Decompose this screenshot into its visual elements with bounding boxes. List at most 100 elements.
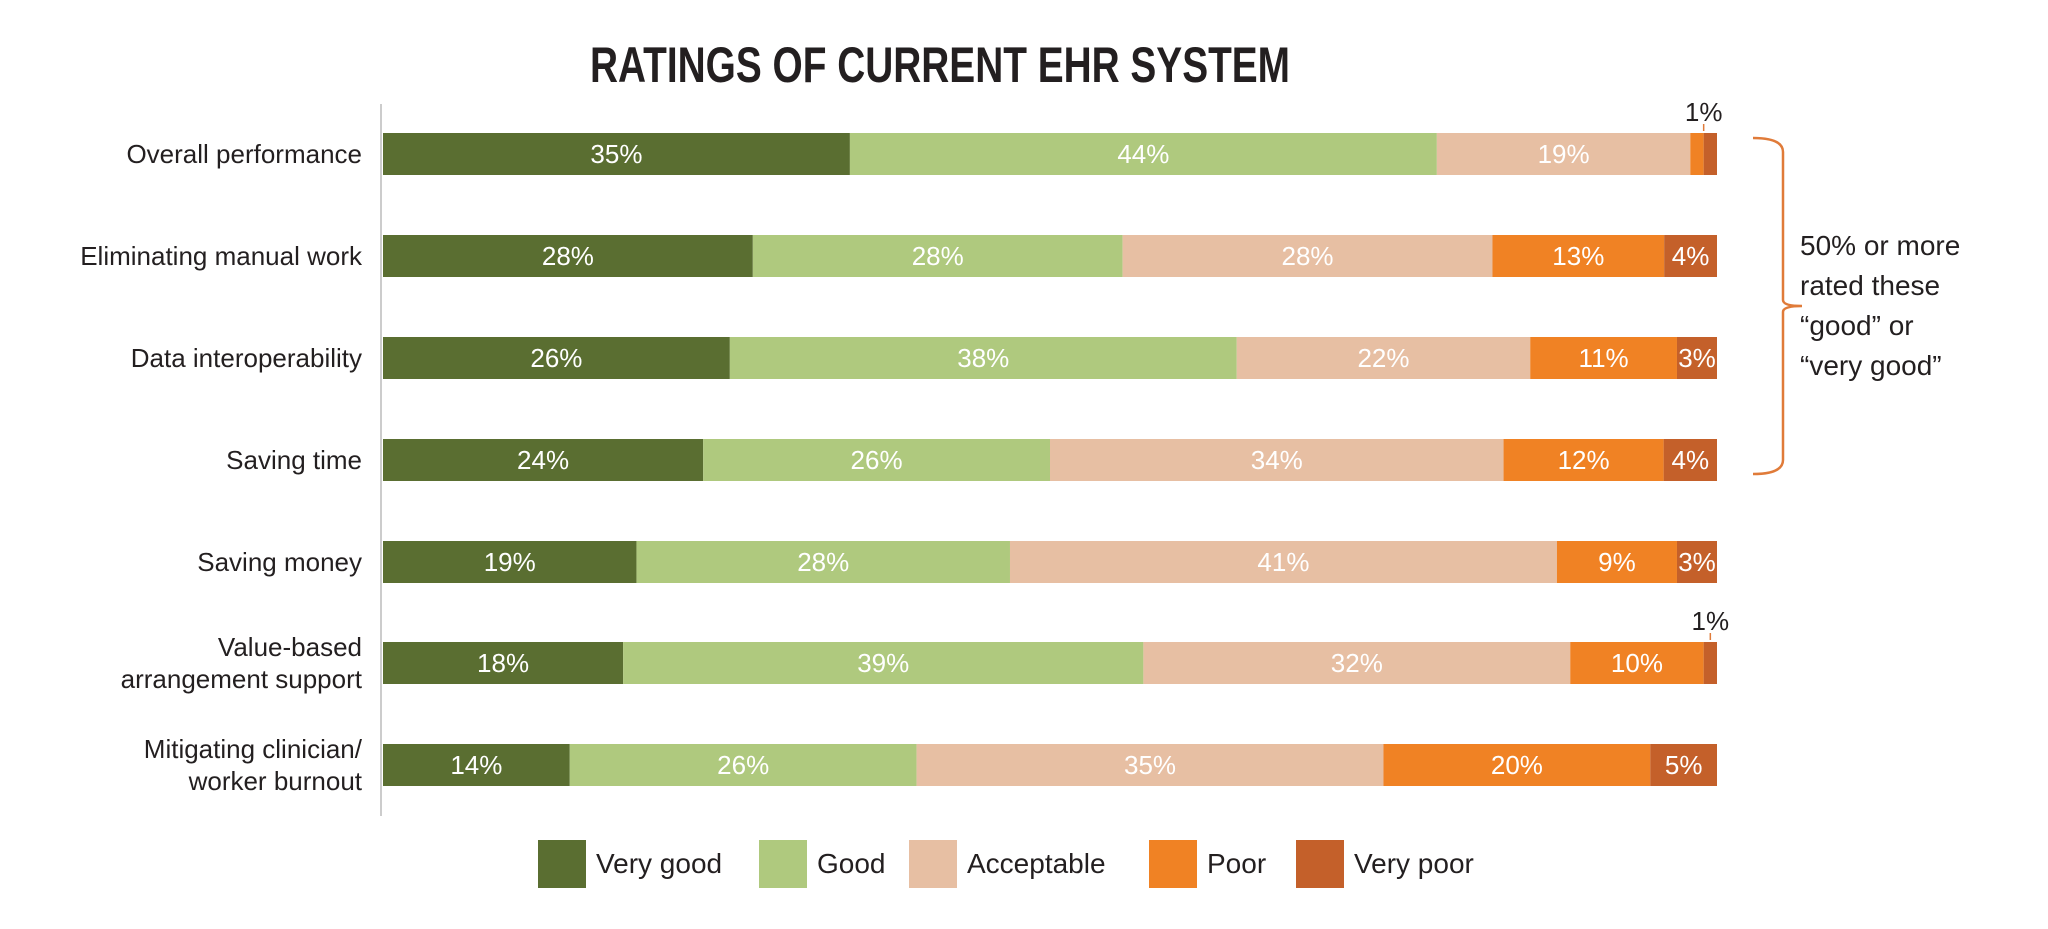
bar-segment-very-poor (1650, 744, 1717, 786)
bar-segment-very-good (383, 439, 704, 481)
category-label-line: Saving time (226, 445, 362, 475)
category-label-line: Overall performance (126, 139, 362, 169)
legend-swatch (759, 840, 807, 888)
data-label: 38% (957, 343, 1009, 373)
data-label: 19% (484, 547, 536, 577)
category-label: Data interoperability (131, 343, 362, 373)
bar-segment-very-good (383, 744, 570, 786)
bar-segment-acceptable (1143, 642, 1571, 684)
data-label: 34% (1251, 445, 1303, 475)
legend: Very good Good Acceptable Poor Very poor (538, 840, 1474, 888)
category-label: Eliminating manual work (80, 241, 363, 271)
data-label: 24% (517, 445, 569, 475)
bar-segment-very-poor (1663, 439, 1717, 481)
bar-segment-good (729, 337, 1237, 379)
legend-item: Good (759, 840, 886, 888)
data-label: 18% (477, 648, 529, 678)
curly-bracket-icon (1752, 136, 1803, 476)
bar-segment-acceptable (1436, 133, 1691, 175)
data-label-external: 1% (1685, 97, 1723, 127)
legend-item: Poor (1149, 840, 1266, 888)
data-label: 44% (1117, 139, 1169, 169)
category-label: Overall performance (126, 139, 362, 169)
data-label: 12% (1558, 445, 1610, 475)
legend-label: Very poor (1354, 848, 1474, 879)
bar-segment-good (569, 744, 917, 786)
bar-segment-acceptable (1050, 439, 1504, 481)
bar-segment-very-good (383, 133, 850, 175)
bar-segment-good (703, 439, 1050, 481)
data-label: 11% (1579, 343, 1629, 373)
data-label: 19% (1538, 139, 1590, 169)
data-label: 3% (1678, 547, 1716, 577)
legend-swatch (1296, 840, 1344, 888)
data-label: 35% (1124, 750, 1176, 780)
bar-segment-very-poor (1664, 235, 1717, 277)
annotation-group: 50% or more rated these “good” or “very goo… (1752, 136, 1960, 476)
data-label: 3% (1678, 343, 1716, 373)
bar-segment-acceptable (1236, 337, 1531, 379)
legend-item: Very poor (1296, 840, 1474, 888)
category-label-line: Saving money (197, 547, 362, 577)
bar-segment-very-poor (1703, 642, 1717, 684)
bar-segment-good (849, 133, 1437, 175)
category-label-line: Value-based (218, 632, 362, 662)
legend-label: Acceptable (967, 848, 1106, 879)
category-label-line: Eliminating manual work (80, 241, 363, 271)
annotation-text: 50% or more (1800, 230, 1960, 261)
bar-segment-poor (1690, 133, 1704, 175)
data-label: 9% (1598, 547, 1636, 577)
data-label: 20% (1491, 750, 1543, 780)
category-label-line: arrangement support (121, 664, 363, 694)
category-labels: Overall performance Eliminating manual wo… (80, 139, 363, 796)
bar-segment-poor (1556, 541, 1677, 583)
bar-segment-good (752, 235, 1123, 277)
legend-label: Very good (596, 848, 722, 879)
data-label: 13% (1552, 241, 1604, 271)
bar-segment-very-good (383, 337, 730, 379)
legend-swatch (909, 840, 957, 888)
bar-segment-poor (1530, 337, 1677, 379)
data-label: 32% (1331, 648, 1383, 678)
data-label: 26% (530, 343, 582, 373)
legend-swatch (1149, 840, 1197, 888)
bar-segment-acceptable (1009, 541, 1557, 583)
category-label: Mitigating clinician/worker burnout (144, 734, 363, 796)
bar-segment-acceptable (1122, 235, 1493, 277)
data-label: 22% (1357, 343, 1409, 373)
legend-label: Good (817, 848, 886, 879)
category-label: Saving time (226, 445, 362, 475)
bar-segment-acceptable (916, 744, 1384, 786)
bar-segment-poor (1383, 744, 1651, 786)
bar-segment-very-poor (1676, 541, 1717, 583)
legend-label: Poor (1207, 848, 1266, 879)
data-label: 39% (857, 648, 909, 678)
data-label: 28% (542, 241, 594, 271)
legend-item: Acceptable (909, 840, 1106, 888)
category-label-line: Data interoperability (131, 343, 362, 373)
annotation-text: “good” or (1800, 310, 1914, 341)
bars-group: 35% 44% 19% 1% 28% 28% 28% 13% 4% 26% 38% 22% 11% 3% 2… (383, 97, 1729, 786)
chart-title: RATINGS OF CURRENT EHR SYSTEM (590, 37, 1290, 93)
bar-segment-very-good (383, 235, 753, 277)
data-label: 26% (717, 750, 769, 780)
legend-swatch (538, 840, 586, 888)
data-label: 28% (1282, 241, 1334, 271)
data-label: 28% (912, 241, 964, 271)
data-label: 5% (1665, 750, 1703, 780)
data-label: 10% (1611, 648, 1663, 678)
annotation-text: “very good” (1800, 350, 1942, 381)
bar-segment-poor (1503, 439, 1664, 481)
data-label: 28% (797, 547, 849, 577)
bar-segment-very-poor (1703, 133, 1717, 175)
category-label: Saving money (197, 547, 362, 577)
bar-segment-poor (1492, 235, 1665, 277)
bar-segment-poor (1570, 642, 1704, 684)
bar-segment-good (636, 541, 1010, 583)
bar-segment-very-good (383, 541, 637, 583)
data-label: 26% (851, 445, 903, 475)
category-label-line: worker burnout (188, 766, 363, 796)
bar-segment-very-good (383, 642, 624, 684)
category-label: Value-based arrangement support (121, 632, 363, 694)
